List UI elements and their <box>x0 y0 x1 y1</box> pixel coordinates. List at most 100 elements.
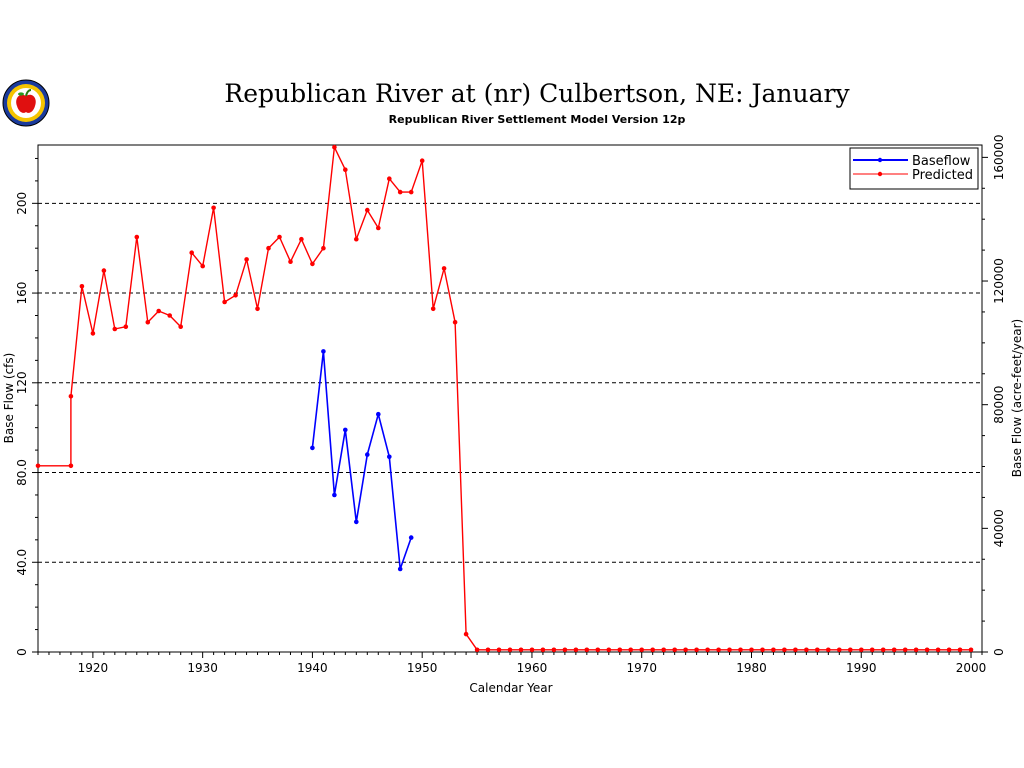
data-point-predicted <box>35 463 41 469</box>
y2-axis-label: Base Flow (acre-feet/year) <box>1010 319 1024 477</box>
series-line-baseflow <box>311 350 412 570</box>
data-point-baseflow <box>343 427 348 433</box>
chart-subtitle: Republican River Settlement Model Versio… <box>389 113 686 126</box>
data-point-predicted <box>749 647 754 653</box>
data-point-predicted <box>902 647 908 653</box>
legend-box <box>849 147 979 190</box>
data-point-predicted <box>815 647 820 653</box>
data-point-predicted <box>430 306 436 312</box>
data-point-baseflow <box>397 566 403 572</box>
data-point-predicted <box>101 268 107 273</box>
data-point-predicted <box>804 647 809 653</box>
series-predicted <box>35 144 974 653</box>
data-point-predicted <box>782 647 787 653</box>
y2-tick-label: 120000 <box>992 258 1006 304</box>
chart-title: Republican River at (nr) Culbertson, NE:… <box>224 79 850 108</box>
data-point-predicted <box>705 647 710 653</box>
y-tick-label: 200 <box>15 192 29 215</box>
data-point-predicted <box>661 647 666 653</box>
data-point-predicted <box>639 647 644 653</box>
data-point-predicted <box>233 293 238 298</box>
data-point-predicted <box>211 205 216 211</box>
y-tick-label: 80.0 <box>15 459 29 486</box>
y-axis-label: Base Flow (cfs) <box>2 353 16 444</box>
data-point-predicted <box>485 647 491 653</box>
y-tick-label: 120 <box>15 371 29 394</box>
data-point-predicted <box>617 647 623 653</box>
data-point-predicted <box>551 647 557 653</box>
data-point-predicted <box>288 259 293 265</box>
x-axis-label: Calendar Year <box>469 681 552 695</box>
data-point-predicted <box>946 647 952 653</box>
data-point-predicted <box>376 225 381 231</box>
y-tick-label: 160 <box>15 282 29 305</box>
data-point-predicted <box>332 144 337 150</box>
data-point-predicted <box>968 647 974 653</box>
data-point-predicted <box>255 306 260 312</box>
data-point-predicted <box>68 394 74 399</box>
data-point-predicted <box>837 647 842 653</box>
data-point-predicted <box>310 261 315 267</box>
data-point-predicted <box>771 647 776 653</box>
x-tick-label: 1930 <box>187 661 218 675</box>
data-point-baseflow <box>365 452 370 457</box>
grid-lines <box>38 202 982 563</box>
data-point-predicted <box>343 167 348 172</box>
data-point-baseflow <box>408 535 414 540</box>
data-point-predicted <box>683 647 688 653</box>
plot-frame <box>37 144 983 653</box>
x-tick-label: 1960 <box>517 661 548 675</box>
data-point-predicted <box>441 266 447 271</box>
legend-label-baseflow: Baseflow <box>912 154 971 169</box>
data-point-predicted <box>727 647 732 653</box>
x-tick-label: 1950 <box>407 661 438 675</box>
data-point-predicted <box>365 207 370 213</box>
data-point-predicted <box>957 647 963 653</box>
data-point-predicted <box>793 647 798 653</box>
data-point-predicted <box>573 647 579 653</box>
data-point-predicted <box>200 263 205 269</box>
data-point-predicted <box>760 647 765 653</box>
data-point-predicted <box>584 647 590 653</box>
data-point-predicted <box>222 299 227 305</box>
data-point-predicted <box>112 326 118 332</box>
y-tick-label: 40.0 <box>15 549 29 576</box>
legend: Baseflow Predicted <box>849 147 979 190</box>
data-point-predicted <box>891 647 897 653</box>
data-point-predicted <box>924 647 930 653</box>
data-point-predicted <box>244 257 249 262</box>
data-point-predicted <box>672 647 677 653</box>
data-point-predicted <box>68 463 74 469</box>
data-point-predicted <box>321 245 326 251</box>
data-point-predicted <box>880 647 886 653</box>
data-point-predicted <box>595 647 601 653</box>
series-line-predicted <box>38 146 971 651</box>
y-axis-right: 0 40000 80000 120000 160000 <box>982 134 1006 656</box>
data-point-predicted <box>869 647 875 653</box>
data-point-predicted <box>266 245 271 251</box>
y-tick-label: 0 <box>15 648 29 656</box>
data-point-predicted <box>694 647 699 653</box>
series-layer <box>35 144 974 653</box>
data-point-predicted <box>397 189 403 195</box>
data-point-predicted <box>79 284 85 289</box>
data-point-predicted <box>518 647 524 653</box>
data-point-predicted <box>474 647 480 653</box>
data-point-predicted <box>562 647 568 653</box>
data-point-baseflow <box>310 445 315 451</box>
data-point-predicted <box>848 647 853 653</box>
data-point-baseflow <box>321 349 326 354</box>
data-point-predicted <box>387 176 392 181</box>
data-point-predicted <box>354 236 359 242</box>
y2-tick-label: 80000 <box>992 386 1006 424</box>
data-point-predicted <box>90 331 96 336</box>
data-point-predicted <box>452 319 458 325</box>
data-point-baseflow <box>387 454 392 460</box>
data-point-predicted <box>277 234 282 240</box>
legend-label-predicted: Predicted <box>912 168 973 183</box>
legend-marker-predicted <box>877 171 883 177</box>
data-point-predicted <box>540 647 546 653</box>
x-tick-label: 1920 <box>78 661 109 675</box>
data-point-baseflow <box>354 519 359 525</box>
data-point-predicted <box>463 631 469 637</box>
